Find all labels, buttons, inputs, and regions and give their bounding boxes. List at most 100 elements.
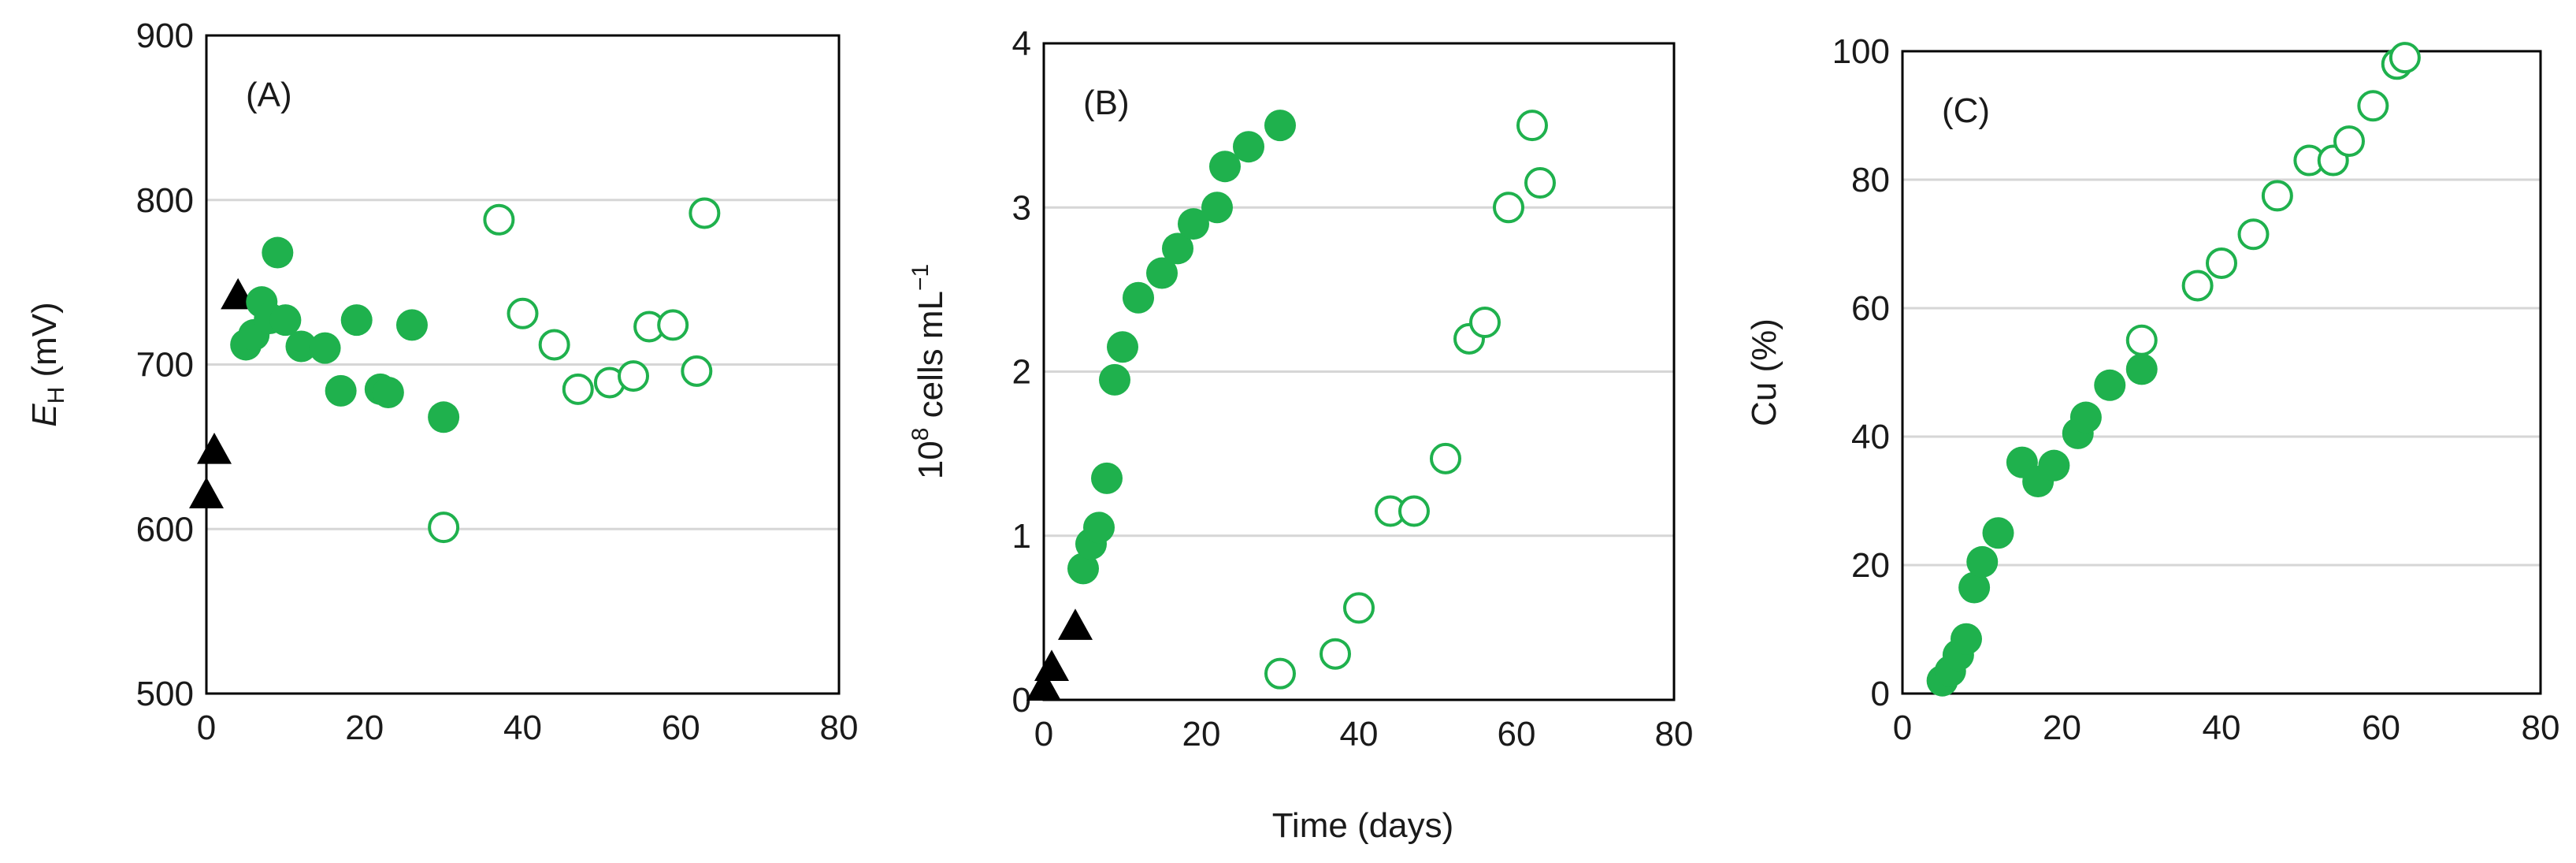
open-circle-point xyxy=(2389,42,2421,74)
triangle-point xyxy=(189,477,224,509)
open-circle-point xyxy=(1469,307,1501,339)
y-tick-label: 40 xyxy=(1851,418,1890,456)
y-axis-title: 108 cells mL−1 xyxy=(908,264,950,479)
filled-circle-point xyxy=(372,376,404,408)
filled-circle-point xyxy=(1201,192,1233,224)
y-tick-label: 900 xyxy=(136,17,194,55)
open-circle-point xyxy=(1320,638,1351,670)
filled-circle-point xyxy=(309,332,341,364)
open-circle-point xyxy=(1398,495,1430,527)
filled-circle-point xyxy=(2038,449,2070,482)
filled-circle-point xyxy=(1233,131,1264,163)
open-circle-point xyxy=(1430,442,1461,474)
x-tick-label: 20 xyxy=(345,709,384,747)
x-tick-label: 60 xyxy=(1498,715,1536,753)
x-tick-label: 0 xyxy=(1034,715,1053,753)
filled-circle-point xyxy=(1083,511,1115,544)
x-tick-label: 80 xyxy=(1655,715,1694,753)
plot-frame xyxy=(1901,50,2542,695)
triangle-point xyxy=(1026,669,1061,701)
x-tick-label: 40 xyxy=(503,709,542,747)
filled-circle-point xyxy=(1178,208,1209,240)
y-tick-label: 2 xyxy=(1012,353,1031,392)
open-circle-point xyxy=(1516,110,1548,142)
open-circle-point xyxy=(538,329,570,361)
filled-circle-point xyxy=(1162,232,1193,265)
open-circle-point xyxy=(618,360,650,392)
plot-frame xyxy=(205,34,841,695)
y-tick-label: 1 xyxy=(1012,517,1031,556)
open-circle-point xyxy=(2237,218,2270,251)
x-tick-label: 0 xyxy=(197,709,216,747)
panel-label: (B) xyxy=(1083,84,1130,122)
filled-circle-point xyxy=(1067,552,1099,585)
panel-label: (C) xyxy=(1942,91,1990,130)
filled-circle-point xyxy=(325,374,357,407)
filled-circle-point xyxy=(2069,401,2102,433)
filled-circle-point xyxy=(1958,571,1991,604)
y-tick-label: 800 xyxy=(136,181,194,220)
y-tick-label: 3 xyxy=(1012,188,1031,227)
open-circle-point xyxy=(428,511,460,544)
x-tick-label: 20 xyxy=(2043,709,2081,747)
filled-circle-point xyxy=(285,330,317,363)
y-tick-label: 20 xyxy=(1851,546,1890,585)
y-tick-label: 700 xyxy=(136,346,194,385)
open-circle-point xyxy=(2333,125,2365,158)
filled-circle-point xyxy=(1107,331,1138,363)
open-circle-point xyxy=(657,309,689,341)
panel-label: (A) xyxy=(246,76,292,114)
filled-circle-point xyxy=(1951,623,1982,655)
x-axis-title: Time (days) xyxy=(1272,806,1454,845)
open-circle-point xyxy=(483,203,515,236)
open-circle-point xyxy=(2181,270,2214,302)
panel-c: 0 20 40 60 80 100 0 20 40 60 80 (C) Cu (%) xyxy=(1745,32,2559,747)
y-tick-label: 60 xyxy=(1851,289,1890,328)
y-axis-title: Cu (%) xyxy=(1745,318,1784,426)
open-circle-point xyxy=(507,297,539,329)
filled-circle-point xyxy=(269,304,302,337)
filled-circle-point xyxy=(1209,151,1241,183)
y-axis-title: EH (mV) xyxy=(25,302,69,427)
open-circle-point xyxy=(1343,592,1375,624)
plot-frame xyxy=(1042,42,1676,701)
open-circle-point xyxy=(1524,167,1556,199)
open-circle-point xyxy=(2357,90,2389,122)
filled-circle-point xyxy=(1966,545,1999,578)
filled-circle-point xyxy=(395,309,428,341)
filled-circle-point xyxy=(262,236,294,269)
x-tick-label: 40 xyxy=(1340,715,1379,753)
x-tick-label: 20 xyxy=(1182,715,1221,753)
filled-circle-point xyxy=(2125,353,2158,385)
triangle-point xyxy=(1034,649,1069,681)
filled-circle-point xyxy=(1099,363,1130,396)
triangle-point xyxy=(197,433,232,464)
x-tick-label: 60 xyxy=(662,709,700,747)
filled-circle-point xyxy=(2094,369,2126,401)
open-circle-point xyxy=(2261,180,2293,212)
y-tick-label: 500 xyxy=(136,675,194,713)
y-tick-label: 600 xyxy=(136,510,194,549)
filled-circle-point xyxy=(340,304,373,337)
open-circle-point xyxy=(1264,657,1296,690)
panel-a: 500 600 700 800 900 0 20 40 60 80 (A) EH (mV) xyxy=(25,17,858,747)
x-tick-label: 80 xyxy=(2522,709,2560,747)
x-tick-label: 0 xyxy=(1893,709,1912,747)
filled-circle-point xyxy=(1264,110,1296,142)
open-circle-point xyxy=(562,373,594,405)
y-tick-label: 80 xyxy=(1851,161,1890,199)
open-circle-point xyxy=(681,355,713,387)
y-tick-label: 4 xyxy=(1012,24,1031,63)
y-tick-label: 0 xyxy=(1871,675,1890,713)
x-tick-label: 60 xyxy=(2362,709,2400,747)
open-circle-point xyxy=(1493,192,1524,224)
filled-circle-point xyxy=(1146,257,1178,289)
x-tick-label: 40 xyxy=(2203,709,2241,747)
filled-circle-point xyxy=(428,401,460,433)
filled-circle-point xyxy=(1091,462,1123,494)
open-circle-point xyxy=(689,197,721,229)
open-circle-point xyxy=(2206,247,2237,279)
x-tick-label: 80 xyxy=(820,709,859,747)
triangle-point xyxy=(1058,608,1093,640)
